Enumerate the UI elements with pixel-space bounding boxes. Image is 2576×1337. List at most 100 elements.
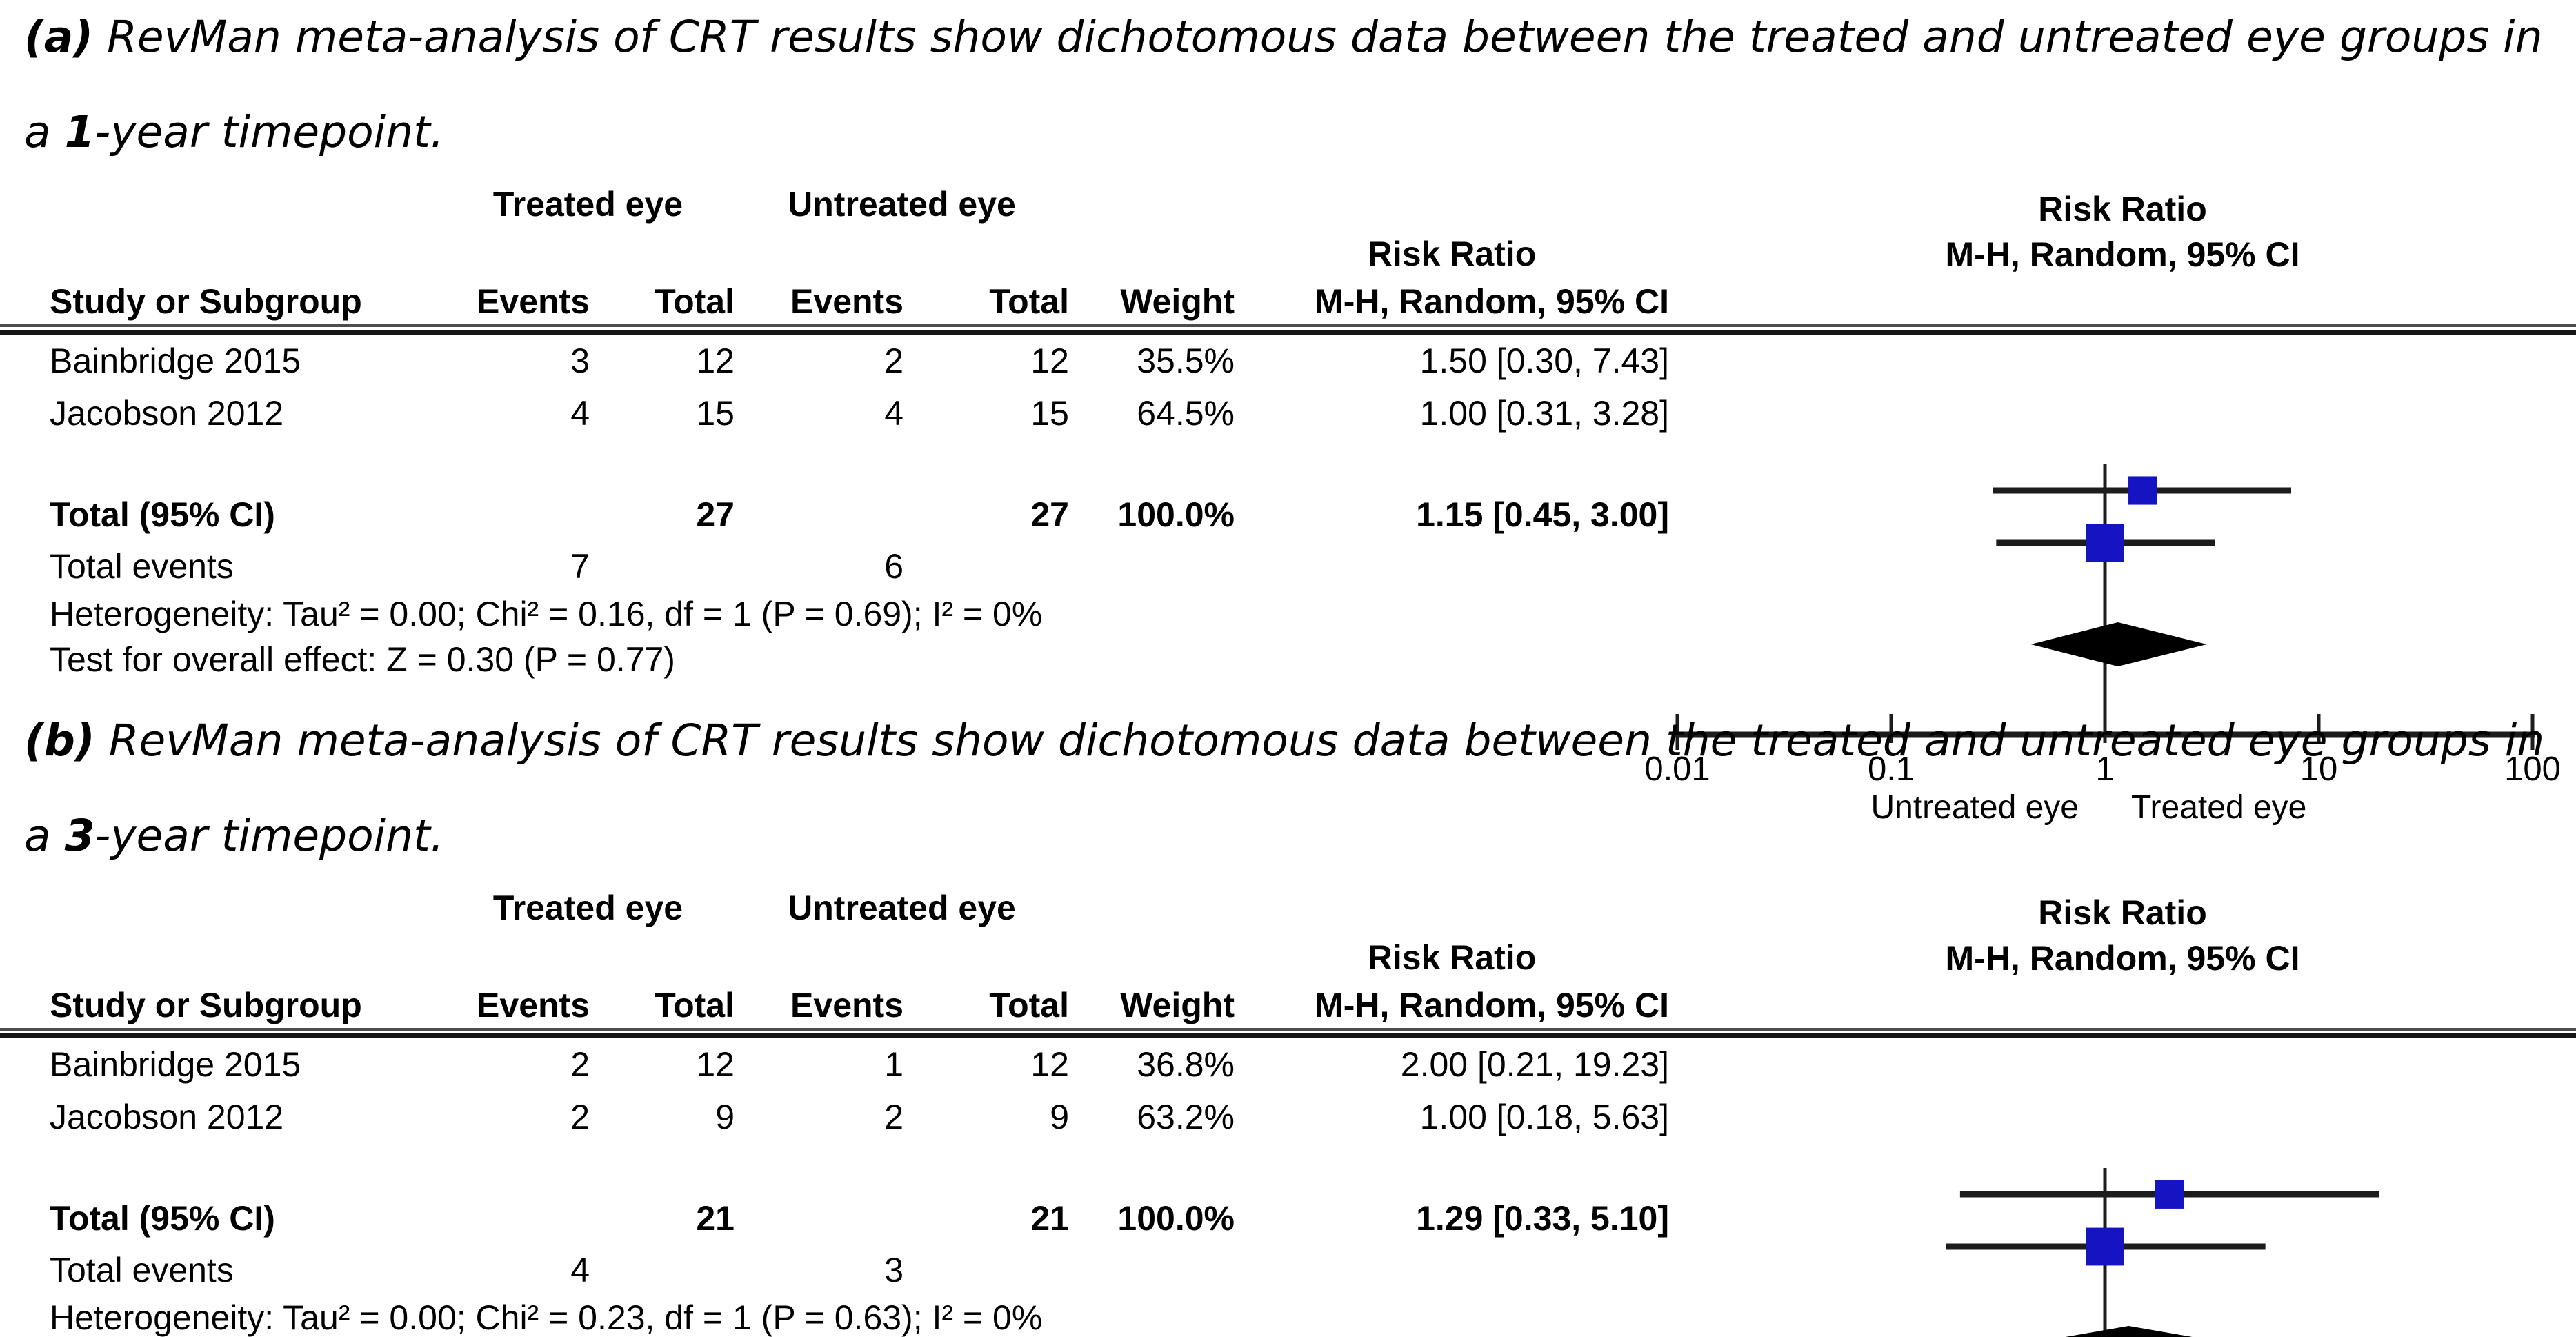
plot-header-risk-ratio: Risk Ratio <box>2038 893 2207 932</box>
col-header-events-treated: Events <box>477 986 590 1024</box>
col-header-events-untreated: Events <box>790 986 903 1024</box>
cell-mh-ci: 2.00 [0.21, 19.23] <box>1400 1045 1669 1084</box>
cell-events-untreated: 1 <box>884 1045 903 1084</box>
caption-a-text2post: -year timepoint. <box>94 107 444 157</box>
cell-total-untreated: 12 <box>1030 1045 1069 1084</box>
cell-study: Bainbridge 2015 <box>50 1045 301 1084</box>
spacer <box>735 488 903 542</box>
caption-a-line2: a 1-year timepoint. <box>24 105 2576 160</box>
col-header-total-treated: Total <box>655 282 735 321</box>
spacer <box>735 1191 903 1245</box>
cell-total-untreated: 9 <box>1050 1098 1069 1136</box>
col-header-weight: Weight <box>1120 282 1235 321</box>
table-head-a: Treated eye Untreated eye Risk Ratio Stu… <box>0 179 1669 324</box>
caption-b-line1: (b) RevMan meta-analysis of CRT results … <box>24 713 2576 769</box>
study-point-marker <box>2086 1227 2124 1266</box>
caption-b-label: (b) <box>24 715 95 766</box>
study-point-marker <box>2155 1180 2184 1209</box>
total-weight: 100.0% <box>1117 1199 1235 1238</box>
panel-b: (b) RevMan meta-analysis of CRT results … <box>0 704 2576 1337</box>
panel-a: (a) RevMan meta-analysis of CRT results … <box>0 10 2576 826</box>
table-body-a: Bainbridge 2015 3 12 2 12 35.5% 1.50 [0.… <box>0 335 1669 682</box>
cell-total-untreated: 15 <box>1030 394 1069 433</box>
forest-plot-a: 0.01 0.1 1 10 100 Untreated eye Treated eye <box>1644 464 2561 826</box>
total-events-label: Total events <box>50 1251 234 1289</box>
cell-events-untreated: 4 <box>884 394 903 433</box>
spacer <box>441 1191 590 1245</box>
caption-b-text1: RevMan meta-analysis of CRT results show… <box>94 715 2545 766</box>
spacer <box>903 1245 1069 1295</box>
group-header-risk-ratio: Risk Ratio <box>1367 938 1537 977</box>
total-diamond <box>2030 622 2207 666</box>
cell-study: Jacobson 2012 <box>50 394 284 433</box>
spacer <box>1069 542 1235 591</box>
cell-mh-ci: 1.00 [0.31, 3.28] <box>1419 394 1669 433</box>
total-mh-ci: 1.15 [0.45, 3.00] <box>1416 495 1669 534</box>
caption-b-line2: a 3-year timepoint. <box>24 809 2576 864</box>
col-header-mh-ci: M-H, Random, 95% CI <box>1315 282 1669 321</box>
heterogeneity-text: Heterogeneity: Tau² = 0.00; Chi² = 0.16,… <box>50 595 1043 633</box>
cell-study: Bainbridge 2015 <box>50 341 301 380</box>
cell-total-untreated: 12 <box>1030 341 1069 380</box>
group-header-risk-ratio: Risk Ratio <box>1367 235 1537 273</box>
spacer <box>1235 542 1669 591</box>
group-header-treated: Treated eye <box>492 185 683 224</box>
total-label: Total (95% CI) <box>50 495 275 534</box>
x-tick-label: 10 <box>2300 751 2338 788</box>
col-header-total-treated: Total <box>655 986 735 1024</box>
caption-a-year: 1 <box>64 107 95 157</box>
total-events-treated: 7 <box>570 547 590 586</box>
cell-study: Jacobson 2012 <box>50 1098 284 1136</box>
table-head-b: Treated eye Untreated eye Risk Ratio Stu… <box>0 883 1669 1028</box>
spacer <box>1235 883 1669 933</box>
axis-label-left: Untreated eye <box>1870 789 2079 826</box>
total-treated-n: 27 <box>696 495 735 534</box>
cell-weight: 64.5% <box>1137 394 1235 433</box>
caption-a: (a) RevMan meta-analysis of CRT results … <box>0 10 2576 160</box>
spacer <box>441 488 590 542</box>
plot-header-mh-ci: M-H, Random, 95% CI <box>1945 235 2300 274</box>
caption-b-year: 3 <box>64 811 95 861</box>
spacer <box>1069 883 1235 933</box>
cell-events-treated: 2 <box>570 1045 590 1084</box>
group-header-untreated: Untreated eye <box>788 889 1016 927</box>
spacer <box>1069 179 1235 229</box>
cell-total-treated: 12 <box>696 341 735 380</box>
caption-b-text2post: -year timepoint. <box>94 811 444 861</box>
spacer <box>0 179 441 229</box>
caption-a-text1: RevMan meta-analysis of CRT results show… <box>93 12 2543 62</box>
cell-total-treated: 12 <box>696 1045 735 1084</box>
total-events-label: Total events <box>50 547 234 586</box>
table-body-b: Bainbridge 2015 2 12 1 12 36.8% 2.00 [0.… <box>0 1038 1669 1337</box>
total-label: Total (95% CI) <box>50 1199 275 1238</box>
cell-total-treated: 15 <box>696 394 735 433</box>
caption-a-line1: (a) RevMan meta-analysis of CRT results … <box>24 10 2576 65</box>
total-untreated-n: 27 <box>1030 495 1069 534</box>
plot-header-b: Risk Ratio M-H, Random, 95% CI <box>1669 883 2576 978</box>
spacer <box>1235 179 1669 229</box>
cell-weight: 35.5% <box>1137 341 1235 380</box>
col-header-study: Study or Subgroup <box>50 986 362 1024</box>
total-events-untreated: 6 <box>884 547 903 586</box>
caption-a-label: (a) <box>24 12 94 62</box>
col-header-study: Study or Subgroup <box>50 282 362 321</box>
total-diamond <box>2065 1326 2193 1337</box>
caption-b: (b) RevMan meta-analysis of CRT results … <box>0 713 2576 864</box>
cell-weight: 63.2% <box>1137 1098 1235 1136</box>
overall-effect-text: Test for overall effect: Z = 0.30 (P = 0… <box>50 640 675 679</box>
cell-weight: 36.8% <box>1137 1045 1235 1084</box>
cell-mh-ci: 1.00 [0.18, 5.63] <box>1419 1098 1669 1136</box>
col-header-total-untreated: Total <box>989 986 1069 1024</box>
spacer-row <box>0 439 1669 488</box>
spacer <box>590 542 735 591</box>
spacer <box>1235 1245 1669 1295</box>
cell-total-treated: 9 <box>715 1098 735 1136</box>
plot-header-risk-ratio: Risk Ratio <box>2038 190 2207 228</box>
axis-label-right: Treated eye <box>2131 789 2306 826</box>
spacer <box>590 1245 735 1295</box>
header-rule <box>0 1028 2576 1038</box>
cell-events-treated: 3 <box>570 341 590 380</box>
caption-a-text2pre: a <box>24 107 65 157</box>
cell-events-untreated: 2 <box>884 341 903 380</box>
